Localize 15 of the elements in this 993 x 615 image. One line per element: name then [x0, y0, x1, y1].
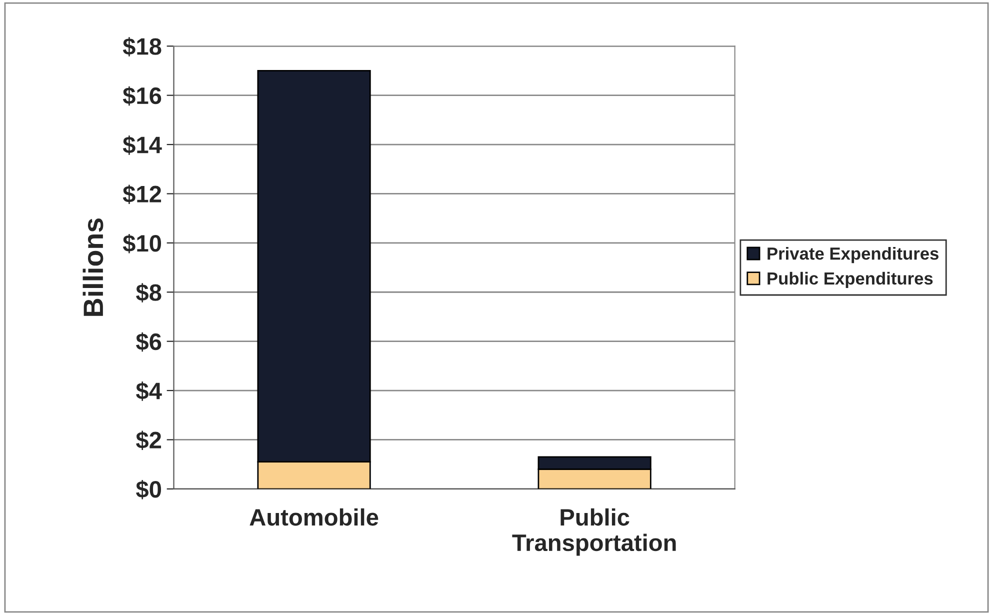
x-tick-label: Automobile	[250, 508, 378, 526]
y-tick-label: $18	[122, 37, 162, 56]
y-tick-label: $4	[136, 382, 162, 401]
legend-label: Private Expenditures	[768, 247, 938, 264]
y-tick-label: $16	[122, 86, 162, 106]
x-tick-label: Public Transportation	[512, 508, 676, 556]
y-tick-label: $6	[136, 332, 162, 352]
y-tick-label: $0	[136, 480, 162, 500]
y-axis-title: Billions	[82, 218, 104, 316]
y-tick-label: $8	[136, 283, 162, 302]
y-tick-label: $14	[122, 136, 162, 155]
y-tick-label: $10	[122, 234, 162, 254]
y-tick-label: $12	[122, 184, 162, 204]
legend-label: Public Expenditures	[768, 272, 933, 288]
y-tick-label: $2	[136, 430, 162, 450]
